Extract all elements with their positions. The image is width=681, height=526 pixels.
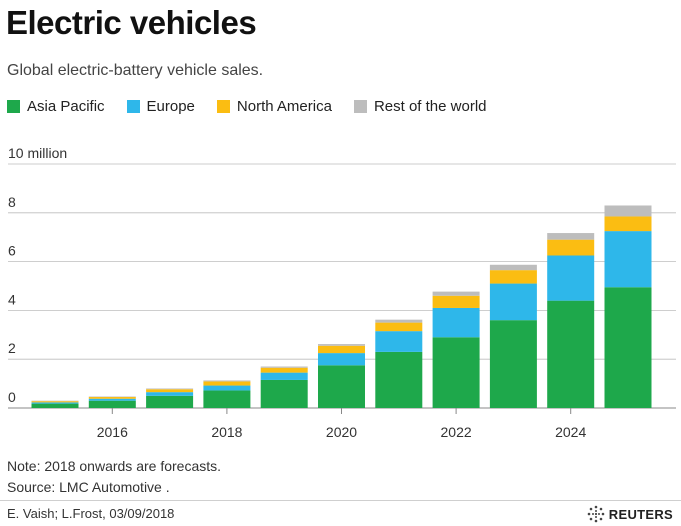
bar-segment-europe-2019 [260,372,308,380]
bar-segment-asia-pacific-2019 [260,379,308,408]
legend-label-europe: Europe [146,98,195,115]
bar-segment-europe-2016 [88,398,136,401]
bar-segment-asia-pacific-2025 [604,287,652,408]
legend-label-north-america: North America [236,98,332,115]
bar-segment-north-america-2021 [375,322,423,332]
bar-segment-rest-of-the-world-2022 [432,291,480,296]
bar-segment-europe-2017 [146,392,194,396]
reuters-wordmark: REUTERS [608,506,673,522]
bar-segment-north-america-2025 [604,216,652,232]
bar-segment-europe-2018 [203,385,251,391]
legend-swatch-asia-pacific [7,100,20,113]
bar-segment-rest-of-the-world-2018 [203,380,251,382]
legend-label-rest-of-world: Rest of the world [373,98,487,115]
x-tick-label: 2024 [555,424,586,440]
bar-segment-north-america-2015 [31,401,79,403]
y-tick-label: 8 [8,194,16,210]
reuters-dots-icon [587,505,605,523]
forecast-note: Note: 2018 onwards are forecasts. [7,458,222,474]
legend-swatch-europe [126,100,140,113]
legend-label-asia-pacific: Asia Pacific [27,98,105,115]
bar-segment-europe-2015 [31,402,79,404]
bar-segment-asia-pacific-2024 [547,300,595,408]
bar-segment-rest-of-the-world-2019 [260,366,308,368]
bar-segment-europe-2021 [375,331,423,352]
y-tick-label: 2 [8,340,16,356]
x-tick-label: 2020 [326,424,357,440]
bar-segment-asia-pacific-2016 [88,400,136,408]
bar-segment-rest-of-the-world-2017 [146,388,194,390]
chart-title: Electric vehicles [6,4,257,41]
bar-segment-rest-of-the-world-2020 [318,344,365,346]
bar-segment-north-america-2018 [203,381,251,386]
byline-credit: E. Vaish; L.Frost, 03/09/2018 [7,506,175,521]
source-note: Source: LMC Automotive . [7,479,170,495]
y-tick-label: 0 [8,389,16,405]
bar-segment-asia-pacific-2015 [31,403,79,408]
bar-segment-europe-2020 [318,353,365,366]
x-tick-label: 2022 [441,424,472,440]
bar-segment-asia-pacific-2022 [432,337,480,408]
x-tick-label: 2018 [211,424,242,440]
bar-segment-north-america-2017 [146,389,194,393]
bar-segment-europe-2025 [604,231,652,288]
stacked-bar-chart: 0 2 4 6 8 10 million 2016 2018 2020 2022 2024 [8,145,676,440]
legend-item-rest-of-world: Rest of the world [353,98,487,115]
bar-segment-rest-of-the-world-2023 [489,264,537,271]
bar-segment-asia-pacific-2018 [203,390,251,408]
y-tick-label: 6 [8,243,16,259]
legend-item-europe: Europe [126,98,195,115]
bar-segment-rest-of-the-world-2025 [604,205,652,217]
bar-segment-asia-pacific-2021 [375,351,423,408]
legend: Asia Pacific Europe North America Rest o… [7,98,487,115]
legend-item-north-america: North America [216,98,332,115]
bar-segment-asia-pacific-2023 [489,320,537,408]
bar-segment-rest-of-the-world-2024 [547,233,595,240]
y-tick-label: 10 million [8,145,67,161]
legend-swatch-rest-of-world [353,100,367,113]
bar-segment-asia-pacific-2020 [318,365,365,408]
reuters-logo: REUTERS [587,505,673,523]
bar-segment-rest-of-the-world-2021 [375,319,423,323]
bar-segment-north-america-2024 [547,239,595,256]
chart-subtitle: Global electric-battery vehicle sales. [7,62,264,79]
bar-segment-north-america-2019 [260,367,308,373]
legend-swatch-north-america [216,100,230,113]
y-tick-label: 4 [8,291,16,307]
bar-segment-north-america-2016 [88,397,136,399]
bar-segment-asia-pacific-2017 [146,395,194,408]
bar-segment-north-america-2022 [432,295,480,308]
bar-segment-north-america-2023 [489,270,537,284]
x-tick-label: 2016 [97,424,128,440]
bar-segment-europe-2024 [547,255,595,301]
bar-segment-europe-2023 [489,283,537,321]
bar-segment-north-america-2020 [318,345,365,354]
legend-item-asia-pacific: Asia Pacific [7,98,105,115]
footer-divider [0,500,681,501]
bar-segment-europe-2022 [432,307,480,338]
